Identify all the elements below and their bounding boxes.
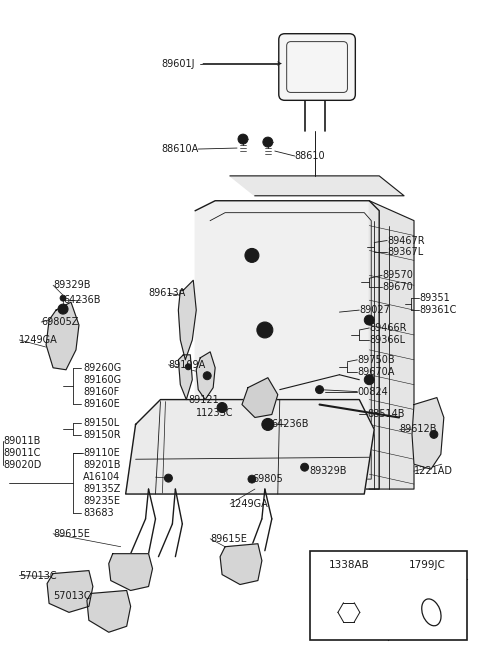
Circle shape bbox=[257, 322, 273, 338]
Circle shape bbox=[248, 475, 256, 483]
Text: 89150R: 89150R bbox=[83, 430, 120, 440]
Polygon shape bbox=[87, 590, 131, 632]
Polygon shape bbox=[220, 544, 262, 584]
Text: 89750B: 89750B bbox=[357, 355, 395, 365]
Circle shape bbox=[364, 375, 374, 384]
Text: A16104: A16104 bbox=[83, 472, 120, 482]
Text: 88610: 88610 bbox=[295, 151, 325, 161]
Text: 89351: 89351 bbox=[419, 293, 450, 303]
Text: 57013C: 57013C bbox=[19, 571, 57, 581]
Text: 89615E: 89615E bbox=[210, 534, 247, 544]
Circle shape bbox=[300, 463, 309, 471]
Circle shape bbox=[261, 326, 269, 334]
Circle shape bbox=[60, 295, 66, 301]
Text: 57013C: 57013C bbox=[53, 592, 91, 602]
Polygon shape bbox=[195, 201, 379, 489]
Circle shape bbox=[430, 430, 438, 438]
Text: 89201B: 89201B bbox=[83, 461, 120, 470]
Text: 89615E: 89615E bbox=[53, 529, 90, 539]
Text: 69805: 69805 bbox=[252, 474, 283, 484]
Text: 89150L: 89150L bbox=[83, 419, 119, 428]
Text: 89612B: 89612B bbox=[399, 424, 437, 434]
Polygon shape bbox=[47, 571, 93, 612]
Circle shape bbox=[245, 249, 259, 262]
Circle shape bbox=[217, 403, 227, 413]
Text: 1249GA: 1249GA bbox=[19, 335, 58, 345]
Text: 89160F: 89160F bbox=[83, 386, 119, 397]
Text: 89601J: 89601J bbox=[162, 58, 195, 68]
Ellipse shape bbox=[422, 599, 441, 626]
Polygon shape bbox=[179, 355, 192, 400]
Circle shape bbox=[315, 386, 324, 394]
Text: 89110E: 89110E bbox=[83, 448, 120, 459]
Circle shape bbox=[249, 253, 255, 258]
Text: 64236B: 64236B bbox=[272, 419, 309, 430]
Polygon shape bbox=[179, 280, 196, 359]
Polygon shape bbox=[369, 201, 414, 489]
Text: 89121: 89121 bbox=[188, 394, 219, 405]
Circle shape bbox=[165, 474, 172, 482]
Text: 89670A: 89670A bbox=[357, 367, 395, 377]
Text: 89466R: 89466R bbox=[369, 323, 407, 333]
Text: 89160G: 89160G bbox=[83, 375, 121, 384]
Polygon shape bbox=[196, 352, 215, 400]
Circle shape bbox=[203, 372, 211, 380]
Circle shape bbox=[263, 137, 273, 147]
Text: 89366L: 89366L bbox=[369, 335, 406, 345]
Polygon shape bbox=[109, 554, 153, 590]
Text: 83683: 83683 bbox=[83, 508, 114, 518]
Circle shape bbox=[262, 419, 274, 430]
Circle shape bbox=[344, 607, 354, 617]
Text: 88610A: 88610A bbox=[161, 144, 198, 154]
Text: 1249GA: 1249GA bbox=[230, 499, 269, 509]
Circle shape bbox=[238, 134, 248, 144]
Text: 89570: 89570 bbox=[382, 270, 413, 280]
Polygon shape bbox=[46, 302, 79, 370]
Text: 64236B: 64236B bbox=[63, 295, 100, 305]
Text: 89361C: 89361C bbox=[419, 305, 456, 315]
Text: 89467R: 89467R bbox=[387, 236, 425, 245]
Text: 69805Z: 69805Z bbox=[41, 317, 79, 327]
Polygon shape bbox=[230, 176, 404, 195]
Text: 00824: 00824 bbox=[357, 386, 388, 397]
Text: 89011C: 89011C bbox=[3, 448, 41, 459]
Circle shape bbox=[58, 304, 68, 314]
Polygon shape bbox=[242, 378, 278, 417]
Text: 89160E: 89160E bbox=[83, 399, 120, 409]
Text: 89027: 89027 bbox=[360, 305, 390, 315]
Bar bbox=[310, 550, 467, 640]
Text: 89329B: 89329B bbox=[310, 466, 347, 476]
Polygon shape bbox=[126, 400, 374, 494]
Polygon shape bbox=[412, 398, 444, 469]
Text: 89235E: 89235E bbox=[83, 496, 120, 506]
Text: 89670: 89670 bbox=[382, 282, 413, 292]
Text: 89109A: 89109A bbox=[168, 359, 205, 370]
FancyBboxPatch shape bbox=[279, 33, 355, 100]
Circle shape bbox=[185, 364, 192, 370]
Circle shape bbox=[338, 602, 360, 623]
Text: 89613A: 89613A bbox=[148, 288, 186, 298]
Text: 1221AD: 1221AD bbox=[414, 466, 453, 476]
Text: 88514B: 88514B bbox=[367, 409, 405, 419]
Text: 89135Z: 89135Z bbox=[83, 484, 120, 494]
Text: 89260G: 89260G bbox=[83, 363, 121, 373]
Text: 89367L: 89367L bbox=[387, 247, 423, 257]
Text: 1123SC: 1123SC bbox=[196, 407, 234, 417]
Text: 89329B: 89329B bbox=[53, 280, 91, 290]
Text: 89020D: 89020D bbox=[3, 461, 42, 470]
Text: 89011B: 89011B bbox=[3, 436, 41, 446]
Text: 1338AB: 1338AB bbox=[328, 560, 369, 569]
Text: 1799JC: 1799JC bbox=[409, 560, 446, 569]
Circle shape bbox=[364, 315, 374, 325]
Circle shape bbox=[220, 405, 224, 409]
